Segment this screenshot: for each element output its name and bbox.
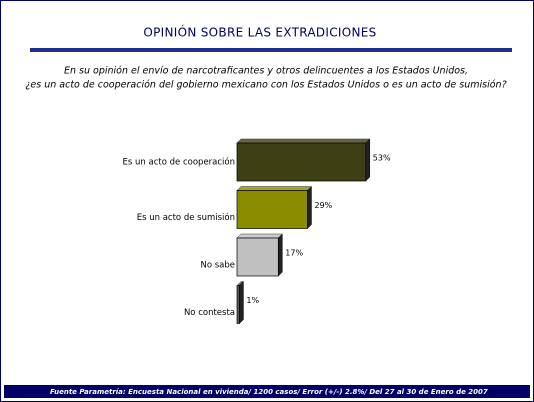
category-label: Es un acto de cooperación bbox=[123, 157, 235, 168]
bar-side bbox=[307, 185, 312, 230]
bar-side bbox=[365, 138, 371, 182]
footer: Fuente Parametría: Encuesta Nacional en … bbox=[50, 388, 488, 396]
bar-side bbox=[239, 280, 244, 325]
value-label: 29% bbox=[314, 201, 332, 210]
title-rule bbox=[30, 48, 512, 52]
bar-top bbox=[236, 233, 283, 239]
value-label: 17% bbox=[285, 249, 303, 258]
bar bbox=[236, 237, 279, 277]
subtitle: En su opinión el envío de narcotraficant… bbox=[64, 66, 468, 77]
footer-bar bbox=[4, 385, 530, 398]
category-label: No contesta bbox=[184, 308, 235, 318]
subtitle: ¿es un acto de cooperación del gobierno … bbox=[25, 80, 506, 91]
bar bbox=[236, 285, 240, 324]
bar-top bbox=[236, 138, 371, 144]
value-label: 53% bbox=[373, 154, 391, 163]
bar bbox=[236, 142, 367, 182]
bar-top bbox=[236, 186, 313, 191]
chart-title: OPINIÓN SOBRE LAS EXTRADICIONES bbox=[143, 25, 376, 40]
category-label: Es un acto de sumisión bbox=[137, 212, 235, 223]
bar-side bbox=[278, 233, 283, 277]
value-label: 1% bbox=[246, 296, 259, 305]
bar bbox=[236, 190, 308, 229]
category-label: No sabe bbox=[200, 261, 235, 271]
